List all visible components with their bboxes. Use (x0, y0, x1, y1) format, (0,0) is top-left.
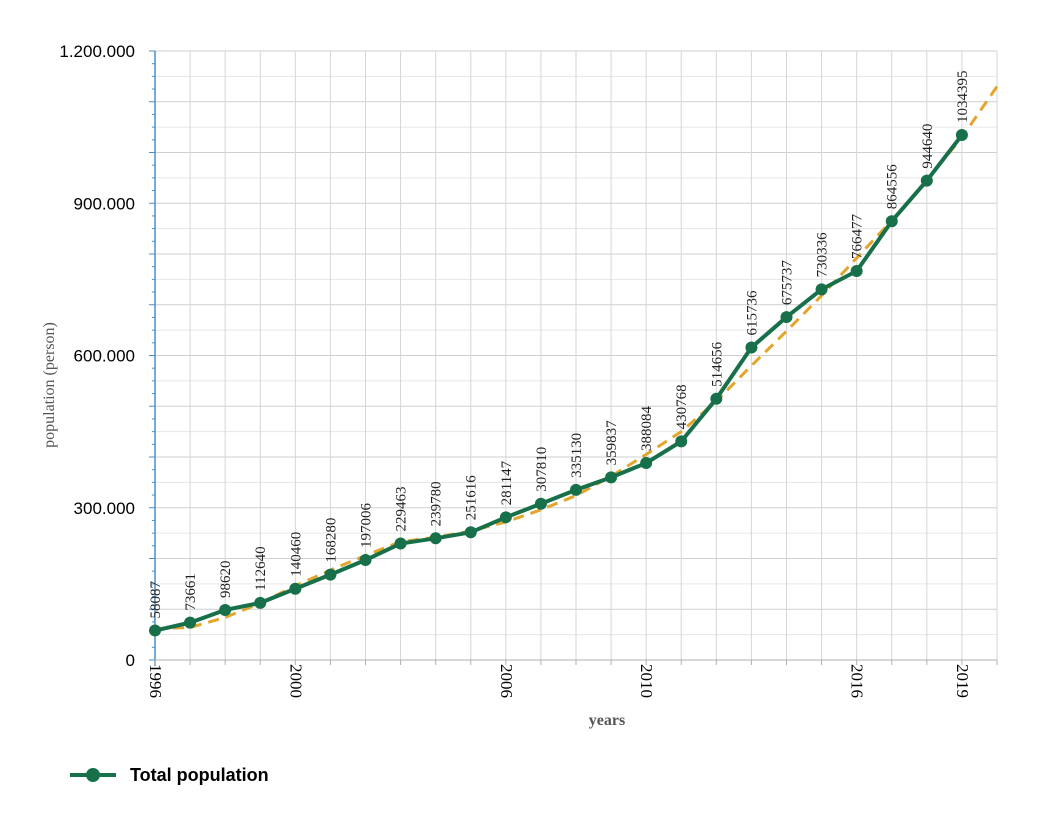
data-label: 730336 (815, 232, 831, 278)
data-point (499, 511, 512, 524)
axes (149, 50, 998, 666)
x-tick-label: 2006 (497, 664, 516, 698)
data-label: 615736 (744, 290, 760, 336)
data-label: 1034395 (955, 71, 971, 124)
data-label: 281147 (499, 460, 515, 505)
data-point (534, 497, 547, 510)
data-point (289, 582, 302, 595)
y-axis-title: population (person) (41, 322, 58, 448)
data-point (710, 392, 723, 405)
x-tick-label: 2010 (637, 664, 656, 698)
x-tick-label: 2016 (848, 664, 867, 698)
series-line (154, 133, 964, 633)
x-tick-label: 1996 (146, 664, 165, 698)
grid-lines (155, 50, 998, 660)
data-label: 944640 (920, 124, 936, 169)
data-label: 430768 (674, 384, 690, 429)
data-label: 239780 (429, 481, 445, 526)
data-point (359, 554, 372, 567)
data-point (780, 311, 793, 324)
data-point (184, 616, 197, 629)
legend-label: Total population (130, 764, 269, 785)
data-label: 514656 (709, 341, 725, 387)
data-label: 112640 (253, 546, 269, 590)
legend: Total population (70, 760, 269, 790)
data-point (885, 215, 898, 228)
data-point (850, 265, 863, 278)
data-label: 197006 (359, 503, 375, 549)
data-point (815, 283, 828, 296)
data-point (429, 532, 442, 545)
data-point (149, 624, 161, 637)
data-label: 168280 (323, 518, 339, 563)
data-label: 58087 (148, 581, 164, 619)
data-label: 359837 (604, 420, 620, 466)
data-label: 864556 (885, 164, 901, 210)
data-point (605, 471, 618, 484)
data-point (675, 435, 688, 448)
data-point (324, 568, 337, 581)
data-label: 98620 (218, 560, 234, 598)
data-label: 388084 (639, 406, 655, 452)
data-point (254, 596, 267, 609)
data-point (464, 526, 477, 539)
data-labels: 58087 73661 98620 112640 140460 168280 197006 2… (148, 71, 971, 619)
legend-swatch (70, 760, 116, 790)
tick-labels: 0 300.000 600.000 900.000 1.200.000 1996 2000 2… (59, 42, 972, 698)
y-tick-label: 300.000 (74, 499, 135, 518)
data-label: 73661 (183, 573, 199, 611)
data-label: 766477 (850, 214, 866, 260)
data-point (745, 341, 758, 354)
x-axis-title: years (589, 712, 625, 729)
data-point (219, 603, 232, 616)
data-point (570, 483, 582, 496)
data-label: 140460 (288, 532, 304, 577)
data-label: 675737 (780, 260, 796, 306)
series-total-population (149, 129, 968, 637)
y-tick-label: 0 (126, 651, 135, 670)
data-label: 335130 (569, 433, 585, 478)
data-point (955, 129, 968, 142)
data-label: 251616 (464, 475, 480, 521)
data-point (920, 174, 933, 187)
y-tick-label: 600.000 (74, 347, 135, 366)
x-tick-label: 2019 (953, 664, 972, 698)
data-label: 229463 (394, 487, 410, 532)
data-label: 307810 (534, 447, 550, 492)
y-tick-label: 900.000 (74, 194, 135, 213)
data-point (394, 537, 407, 550)
x-tick-label: 2000 (286, 664, 305, 698)
y-tick-label: 1.200.000 (59, 42, 135, 61)
data-point (640, 457, 653, 470)
